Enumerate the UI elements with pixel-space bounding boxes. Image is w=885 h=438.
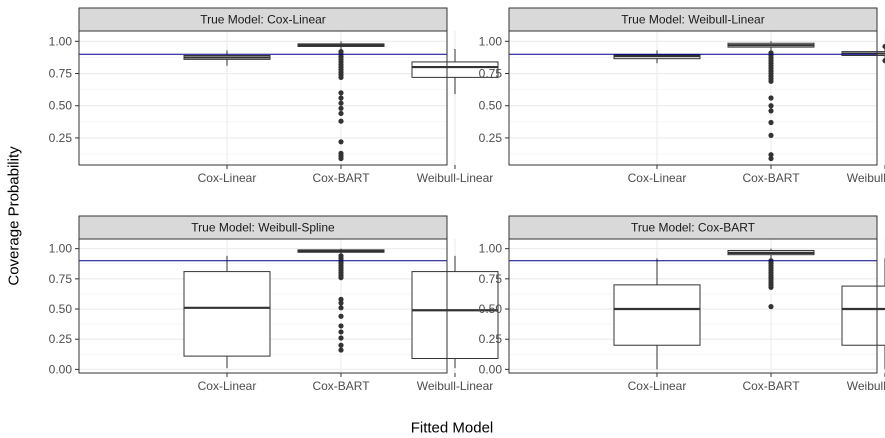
boxplot-weibull-linear	[411, 49, 499, 95]
y-tick-label: 0.75	[49, 67, 73, 81]
facet-strip	[78, 215, 448, 240]
box-iqr	[183, 271, 271, 357]
box-iqr	[841, 285, 885, 346]
outlier-point	[338, 305, 344, 311]
boxplot-cox-bart	[297, 248, 385, 353]
facet-strip-title: True Model: Weibull-Spline	[191, 221, 335, 235]
boxplot-weibull-linear	[841, 258, 885, 370]
outlier-point	[882, 43, 885, 50]
x-tick-label: Cox-Linear	[198, 379, 257, 393]
x-tick-label: Weibull-Linear	[417, 379, 493, 393]
box-iqr	[411, 61, 499, 78]
x-tick-label: Cox-BART	[742, 171, 800, 185]
y-tick-label: 0.25	[49, 131, 73, 145]
outlier-point	[768, 108, 774, 114]
y-tick-label: 1.00	[49, 34, 73, 48]
outlier-point	[338, 313, 344, 319]
outlier-point	[768, 95, 774, 101]
boxplot-cox-linear	[613, 50, 701, 64]
y-tick-label: 0.75	[479, 272, 503, 286]
facet-strip-title: True Model: Weibull-Linear	[621, 13, 764, 27]
facet-panel: 0.25 0.50 0.75 1.00 Cox-Linear Cox-BART Weibul…	[479, 7, 885, 185]
facet-strip	[508, 215, 878, 240]
boxplot-cox-linear	[183, 50, 271, 66]
outlier-point	[768, 103, 774, 109]
y-tick-label: 0.50	[479, 99, 503, 113]
boxplot-cox-bart	[297, 41, 385, 162]
y-tick-label: 0.50	[49, 302, 73, 316]
outlier-point	[338, 342, 344, 348]
outlier-point	[768, 132, 774, 138]
x-tick-label: Cox-BART	[312, 379, 370, 393]
boxplot-cox-linear	[183, 255, 271, 369]
x-tick-label: Cox-BART	[312, 171, 370, 185]
facet-strip-title: True Model: Cox-Linear	[200, 13, 326, 27]
boxplot-cox-bart	[727, 248, 815, 310]
y-tick-label: 0.75	[479, 67, 503, 81]
outlier-point	[882, 58, 885, 64]
facet-panel: 0.00 0.25 0.50 0.75 1.00 Cox-Linear Cox-BART We…	[479, 215, 885, 393]
facet-strip-title: True Model: Cox-BART	[631, 221, 756, 235]
outlier-point	[338, 275, 344, 281]
facet-panel: 0.25 0.50 0.75 1.00 Cox-Linear Cox-BART Weibul…	[49, 7, 499, 185]
outlier-point	[338, 155, 344, 162]
outlier-point	[338, 329, 344, 335]
outlier-point	[768, 78, 774, 84]
x-tick-label: Weibull-Linear	[417, 171, 493, 185]
x-tick-label: Cox-Linear	[198, 171, 257, 185]
y-tick-label: 1.00	[479, 242, 503, 256]
box-iqr	[613, 284, 701, 346]
outlier-point	[768, 152, 774, 158]
outlier-point	[338, 105, 344, 111]
facet-panel: 0.00 0.25 0.50 0.75 1.00 Cox-Linear Cox-BART We…	[49, 215, 499, 393]
facet-strip	[508, 7, 878, 32]
y-tick-label: 0.00	[49, 362, 73, 376]
outlier-point	[338, 139, 344, 145]
outlier-point	[338, 335, 344, 341]
outlier-point	[338, 323, 344, 329]
x-tick-label: Weibull-Linear	[847, 379, 885, 393]
outlier-point	[338, 95, 344, 101]
outlier-point	[338, 90, 344, 96]
panel-background	[509, 31, 877, 165]
outlier-point	[338, 100, 344, 106]
y-tick-label: 0.75	[49, 272, 73, 286]
y-axis-title: Coverage Probability	[5, 146, 23, 286]
facet-strip	[78, 7, 448, 32]
outlier-point	[768, 284, 774, 290]
box-iqr	[411, 271, 499, 360]
y-tick-label: 0.50	[479, 302, 503, 316]
outlier-point	[338, 296, 344, 302]
outlier-point	[338, 347, 344, 353]
boxplot-cox-bart	[727, 41, 815, 162]
outlier-point	[768, 119, 774, 126]
boxplot-cox-linear	[613, 258, 701, 370]
x-tick-label: Cox-Linear	[628, 171, 687, 185]
outlier-point	[338, 74, 344, 80]
boxplot-weibull-linear	[411, 255, 499, 369]
x-tick-label: Weibull-Linear	[847, 171, 885, 185]
x-tick-label: Cox-Linear	[628, 379, 687, 393]
x-axis-title: Fitted Model	[410, 419, 494, 437]
outlier-point	[768, 304, 774, 310]
y-tick-label: 0.25	[479, 332, 503, 346]
x-tick-label: Cox-BART	[742, 379, 800, 393]
outlier-point	[768, 155, 774, 162]
y-tick-label: 0.25	[479, 131, 503, 145]
y-tick-label: 0.00	[479, 362, 503, 376]
y-tick-label: 0.50	[49, 99, 73, 113]
outlier-point	[338, 110, 344, 117]
y-tick-label: 1.00	[479, 34, 503, 48]
outlier-point	[338, 118, 344, 124]
y-tick-label: 1.00	[49, 242, 73, 256]
y-tick-label: 0.25	[49, 332, 73, 346]
boxplot-weibull-linear	[841, 43, 885, 64]
outlier-point	[338, 300, 344, 306]
panel-background	[79, 31, 447, 165]
